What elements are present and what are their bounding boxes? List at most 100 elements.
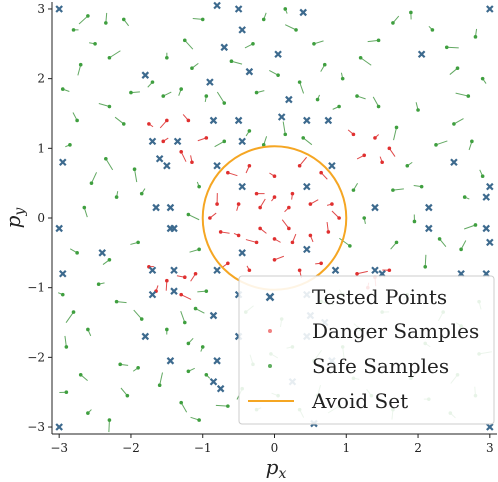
- tested-point: [426, 205, 432, 211]
- tested-point: [483, 225, 489, 231]
- y-tick-label: −2: [27, 350, 45, 364]
- safe-sample: [115, 117, 125, 126]
- safe-sample: [108, 418, 112, 432]
- danger-sample: [160, 119, 168, 128]
- x-tick-label: 3: [486, 441, 494, 455]
- danger-sample: [291, 234, 296, 244]
- tested-point: [372, 205, 378, 211]
- tested-point: [142, 72, 148, 78]
- safe-sample: [262, 13, 266, 21]
- safe-sample: [394, 126, 399, 140]
- safe-sample: [456, 93, 470, 98]
- safe-sample: [133, 167, 137, 182]
- safe-sample: [82, 206, 87, 217]
- danger-sample: [271, 195, 276, 201]
- safe-sample: [58, 293, 64, 297]
- safe-sample: [59, 390, 68, 394]
- tested-point: [221, 44, 227, 50]
- safe-sample: [70, 249, 79, 255]
- safe-sample: [409, 11, 413, 20]
- tested-point: [304, 117, 310, 123]
- tested-point: [275, 51, 281, 57]
- tested-point: [149, 267, 155, 273]
- tested-point: [207, 79, 213, 85]
- tested-point: [325, 117, 331, 123]
- danger-sample: [177, 275, 187, 279]
- safe-sample: [414, 185, 424, 189]
- safe-sample: [86, 328, 91, 336]
- tested-point: [142, 333, 148, 339]
- safe-sample: [65, 143, 71, 147]
- safe-sample: [246, 129, 251, 136]
- danger-sample: [161, 138, 168, 143]
- tested-point: [239, 184, 245, 190]
- safe-sample: [134, 310, 144, 321]
- tested-point: [487, 6, 493, 12]
- safe-sample: [205, 94, 209, 102]
- tested-point: [419, 51, 425, 57]
- safe-sample: [429, 26, 434, 31]
- tested-point: [236, 6, 242, 12]
- safe-sample: [480, 170, 485, 178]
- tested-point: [329, 163, 335, 169]
- y-tick-label: 2: [37, 72, 45, 86]
- safe-sample: [416, 102, 420, 112]
- safe-sample: [86, 410, 91, 415]
- danger-sample: [198, 136, 208, 141]
- safe-sample: [191, 417, 201, 422]
- safe-sample: [148, 80, 155, 87]
- danger-sample: [179, 150, 186, 162]
- safe-sample: [122, 18, 129, 26]
- safe-sample: [187, 368, 195, 373]
- x-tick-label: −2: [122, 441, 140, 455]
- danger-sample: [388, 147, 395, 157]
- safe-sample: [423, 255, 427, 269]
- danger-sample: [269, 173, 276, 178]
- safe-sample: [245, 42, 255, 48]
- legend-marker-danger: [268, 329, 272, 333]
- danger-sample: [357, 153, 366, 158]
- tested-point: [149, 292, 155, 298]
- danger-sample: [332, 211, 341, 220]
- x-axis-label: px: [266, 455, 287, 482]
- tested-point: [214, 267, 220, 273]
- tested-point: [300, 9, 306, 15]
- tested-point: [153, 205, 159, 211]
- safe-sample: [179, 401, 186, 412]
- safe-sample: [391, 241, 399, 250]
- safe-sample: [463, 195, 469, 199]
- danger-sample: [258, 199, 265, 209]
- safe-sample: [97, 282, 105, 286]
- danger-sample: [355, 271, 368, 275]
- danger-sample: [179, 293, 191, 300]
- danger-samples-layer: [147, 114, 395, 299]
- safe-sample: [373, 97, 380, 108]
- tested-point: [99, 250, 105, 256]
- safe-sample: [158, 373, 163, 387]
- tested-point: [372, 267, 378, 273]
- tested-point: [236, 117, 242, 123]
- danger-sample: [309, 234, 313, 242]
- safe-sample: [216, 404, 230, 408]
- tested-point: [167, 358, 173, 364]
- tested-point: [239, 138, 245, 144]
- tested-point: [210, 117, 216, 123]
- danger-sample: [373, 135, 379, 140]
- danger-sample: [191, 272, 198, 281]
- safe-sample: [61, 87, 69, 91]
- tested-point: [56, 6, 62, 12]
- tested-point: [487, 239, 493, 245]
- legend-label-tested: Tested Points: [312, 285, 447, 309]
- safe-sample: [255, 91, 265, 95]
- safe-sample: [183, 39, 193, 50]
- danger-sample: [258, 227, 266, 234]
- safe-sample: [190, 248, 201, 253]
- safe-sample: [104, 13, 108, 25]
- avoid-set-circle: [203, 146, 347, 290]
- danger-sample: [183, 114, 190, 122]
- danger-sample: [190, 155, 194, 164]
- safe-sample: [73, 112, 79, 122]
- safe-sample: [115, 191, 119, 199]
- tested-point: [56, 225, 62, 231]
